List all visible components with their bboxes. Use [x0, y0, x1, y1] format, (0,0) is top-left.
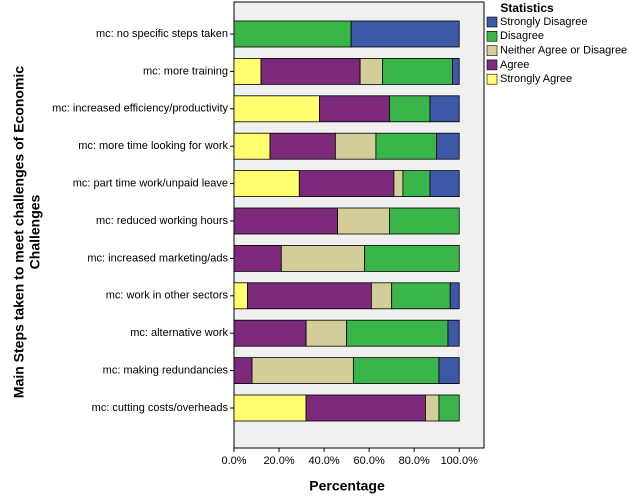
- bar-segment: [352, 357, 440, 385]
- bar-segment: [233, 394, 307, 422]
- bar-segment: [233, 95, 320, 123]
- bar-segment: [364, 244, 460, 272]
- legend-label: Neither Agree or Disagree: [500, 45, 627, 57]
- bar-segment: [350, 20, 460, 48]
- y-tick-label: mc: more training: [143, 65, 228, 77]
- bar-segment: [436, 132, 460, 160]
- legend-label: Disagree: [500, 30, 544, 42]
- bar-segment: [305, 394, 426, 422]
- bar-segment: [247, 282, 372, 310]
- bar-segment: [298, 170, 395, 198]
- y-axis-label: Main Steps taken to meet challenges of E…: [11, 66, 43, 398]
- y-axis-label-line: Main Steps taken to meet challenges of E…: [11, 66, 27, 398]
- legend-title: Statistics: [500, 1, 554, 15]
- y-tick-label: mc: reduced working hours: [96, 215, 229, 227]
- bar-segment: [337, 207, 390, 235]
- bar-segment: [233, 207, 339, 235]
- legend-label: Strongly Disagree: [500, 16, 587, 28]
- x-tick-label: 100.0%: [441, 455, 479, 467]
- bar-segment: [233, 244, 282, 272]
- bar-segment: [393, 170, 404, 198]
- bar-segment: [438, 394, 460, 422]
- x-tick-label: 80.0%: [399, 455, 430, 467]
- legend-label: Strongly Agree: [500, 73, 572, 85]
- bar-segment: [370, 282, 393, 310]
- bar-segment: [429, 170, 460, 198]
- bar-segment: [251, 357, 354, 385]
- bar-segment: [346, 319, 449, 347]
- bar-segment: [391, 282, 451, 310]
- bar-segment: [447, 319, 460, 347]
- bar-segment: [429, 95, 460, 123]
- legend-swatch: [486, 30, 498, 42]
- legend-swatch: [486, 45, 498, 56]
- y-tick-label: mc: alternative work: [130, 327, 228, 339]
- bar-segment: [233, 319, 307, 347]
- y-tick-label: mc: part time work/unpaid leave: [73, 178, 228, 190]
- y-tick-label: mc: increased marketing/ads: [87, 252, 228, 264]
- x-tick-label: 60.0%: [354, 455, 385, 467]
- x-tick-label: 0.0%: [221, 455, 246, 467]
- bar-segment: [359, 58, 384, 85]
- x-tick-label: 20.0%: [263, 455, 294, 467]
- legend-label: Agree: [500, 59, 529, 71]
- bar-segment: [382, 58, 453, 85]
- y-tick-label: mc: cutting costs/overheads: [92, 402, 229, 414]
- bar-segment: [389, 95, 431, 123]
- legend-swatch: [486, 73, 498, 85]
- bar-segment: [319, 95, 390, 123]
- bar-segment: [269, 132, 336, 160]
- bar-segment: [449, 282, 460, 310]
- bar-segment: [233, 20, 352, 48]
- bar-segment: [438, 357, 460, 385]
- bar-segment: [305, 319, 348, 347]
- y-tick-label: mc: more time looking for work: [78, 140, 228, 152]
- legend-swatch: [486, 16, 498, 28]
- bar-segment: [233, 58, 262, 85]
- bar-segment: [334, 132, 377, 160]
- bar-segment: [233, 132, 271, 160]
- bar-segment: [425, 394, 440, 422]
- bar-segment: [375, 132, 438, 160]
- y-tick-label: mc: increased efficiency/productivity: [52, 103, 228, 115]
- y-tick-label: mc: making redundancies: [103, 365, 229, 377]
- x-axis-label: Percentage: [309, 478, 385, 494]
- bar-segment: [389, 207, 460, 235]
- bar-segment: [280, 244, 366, 272]
- y-tick-label: mc: no specific steps taken: [96, 28, 228, 40]
- bar-segment: [402, 170, 431, 198]
- bar-segment: [233, 357, 253, 385]
- x-tick-label: 40.0%: [308, 455, 339, 467]
- legend-swatch: [486, 59, 498, 71]
- bar-segment: [233, 170, 300, 198]
- bar-segment: [233, 282, 248, 310]
- y-axis-label-line: Challenges: [27, 194, 43, 269]
- bar-segment: [260, 58, 361, 85]
- y-tick-label: mc: work in other sectors: [106, 290, 229, 302]
- bar-segment: [452, 58, 460, 85]
